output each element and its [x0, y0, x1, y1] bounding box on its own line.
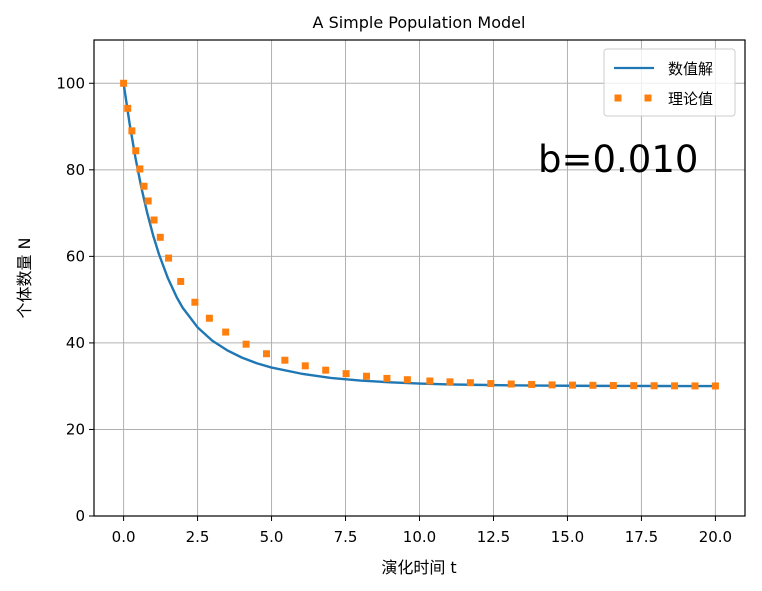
series-theory-point	[528, 380, 536, 388]
x-axis-label: 演化时间 t	[381, 558, 456, 577]
series-theory-point	[301, 362, 309, 370]
y-axis-ticks: 0 20 40 60 80 100	[56, 74, 94, 525]
series-theory-point	[609, 382, 617, 390]
x-tick-label: 0.0	[112, 528, 136, 546]
x-tick-label: 15.0	[551, 528, 584, 546]
series-theory-point	[150, 216, 158, 224]
series-theory-point	[466, 379, 474, 387]
series-theory-point	[671, 382, 679, 390]
series-theory-point	[177, 277, 185, 285]
y-tick-label: 100	[56, 74, 85, 92]
series-theory-point	[630, 382, 638, 390]
series-theory-point	[507, 380, 515, 388]
series-theory-point	[263, 350, 271, 358]
series-theory-point	[205, 314, 213, 322]
series-theory-point	[165, 254, 173, 262]
x-tick-label: 2.5	[186, 528, 210, 546]
y-tick-label: 80	[66, 161, 85, 179]
series-theory-point	[711, 382, 719, 390]
series-theory-point	[589, 381, 597, 389]
legend-box	[603, 48, 736, 117]
y-tick-label: 60	[66, 247, 85, 265]
y-tick-label: 20	[66, 420, 85, 438]
x-tick-label: 12.5	[477, 528, 510, 546]
series-theory-point	[568, 381, 576, 389]
series-theory-point	[191, 298, 199, 306]
legend: 数值解 理论值	[603, 48, 736, 117]
series-theory-point	[342, 370, 350, 378]
series-theory-point	[156, 233, 164, 241]
series-layer	[120, 79, 719, 390]
series-theory-point	[487, 380, 495, 388]
legend-label-numeric: 数值解	[668, 60, 713, 78]
series-theory-point	[548, 381, 556, 389]
series-theory-point	[140, 182, 148, 190]
x-tick-label: 10.0	[403, 528, 436, 546]
series-theory-point	[446, 378, 454, 386]
series-theory-point	[120, 79, 128, 87]
legend-label-theory: 理论值	[668, 90, 713, 108]
series-theory-point	[136, 165, 144, 173]
y-tick-label: 40	[66, 334, 85, 352]
series-theory-point	[281, 356, 289, 364]
x-axis-ticks: 0.0 2.5 5.0 7.5 10.0 12.5 15.0 17.5 20.0	[112, 516, 732, 546]
series-theory-point	[363, 372, 371, 380]
y-tick-label: 0	[75, 507, 85, 525]
series-numeric-line	[122, 83, 716, 388]
series-theory-point	[242, 340, 250, 348]
series-theory-point	[403, 376, 411, 384]
y-axis-label: 个体数量 N	[15, 237, 34, 318]
series-theory-point	[426, 377, 434, 385]
x-tick-label: 17.5	[625, 528, 658, 546]
series-theory-point	[650, 382, 658, 390]
x-tick-label: 5.0	[260, 528, 284, 546]
series-theory-point	[383, 374, 391, 382]
x-tick-label: 7.5	[334, 528, 358, 546]
series-theory-point	[322, 366, 330, 374]
series-theory-point	[222, 328, 230, 336]
legend-swatch-marker	[614, 94, 622, 102]
x-tick-label: 20.0	[699, 528, 732, 546]
series-theory-point	[128, 127, 136, 135]
series-theory-point	[132, 147, 140, 155]
chart-title: A Simple Population Model	[313, 13, 526, 32]
legend-swatch-theory	[614, 94, 652, 102]
series-theory-point	[144, 197, 152, 205]
series-theory-point	[124, 104, 132, 112]
series-theory-point	[691, 382, 699, 390]
parameter-annotation: b=0.010	[538, 138, 698, 181]
legend-swatch-marker	[644, 94, 652, 102]
